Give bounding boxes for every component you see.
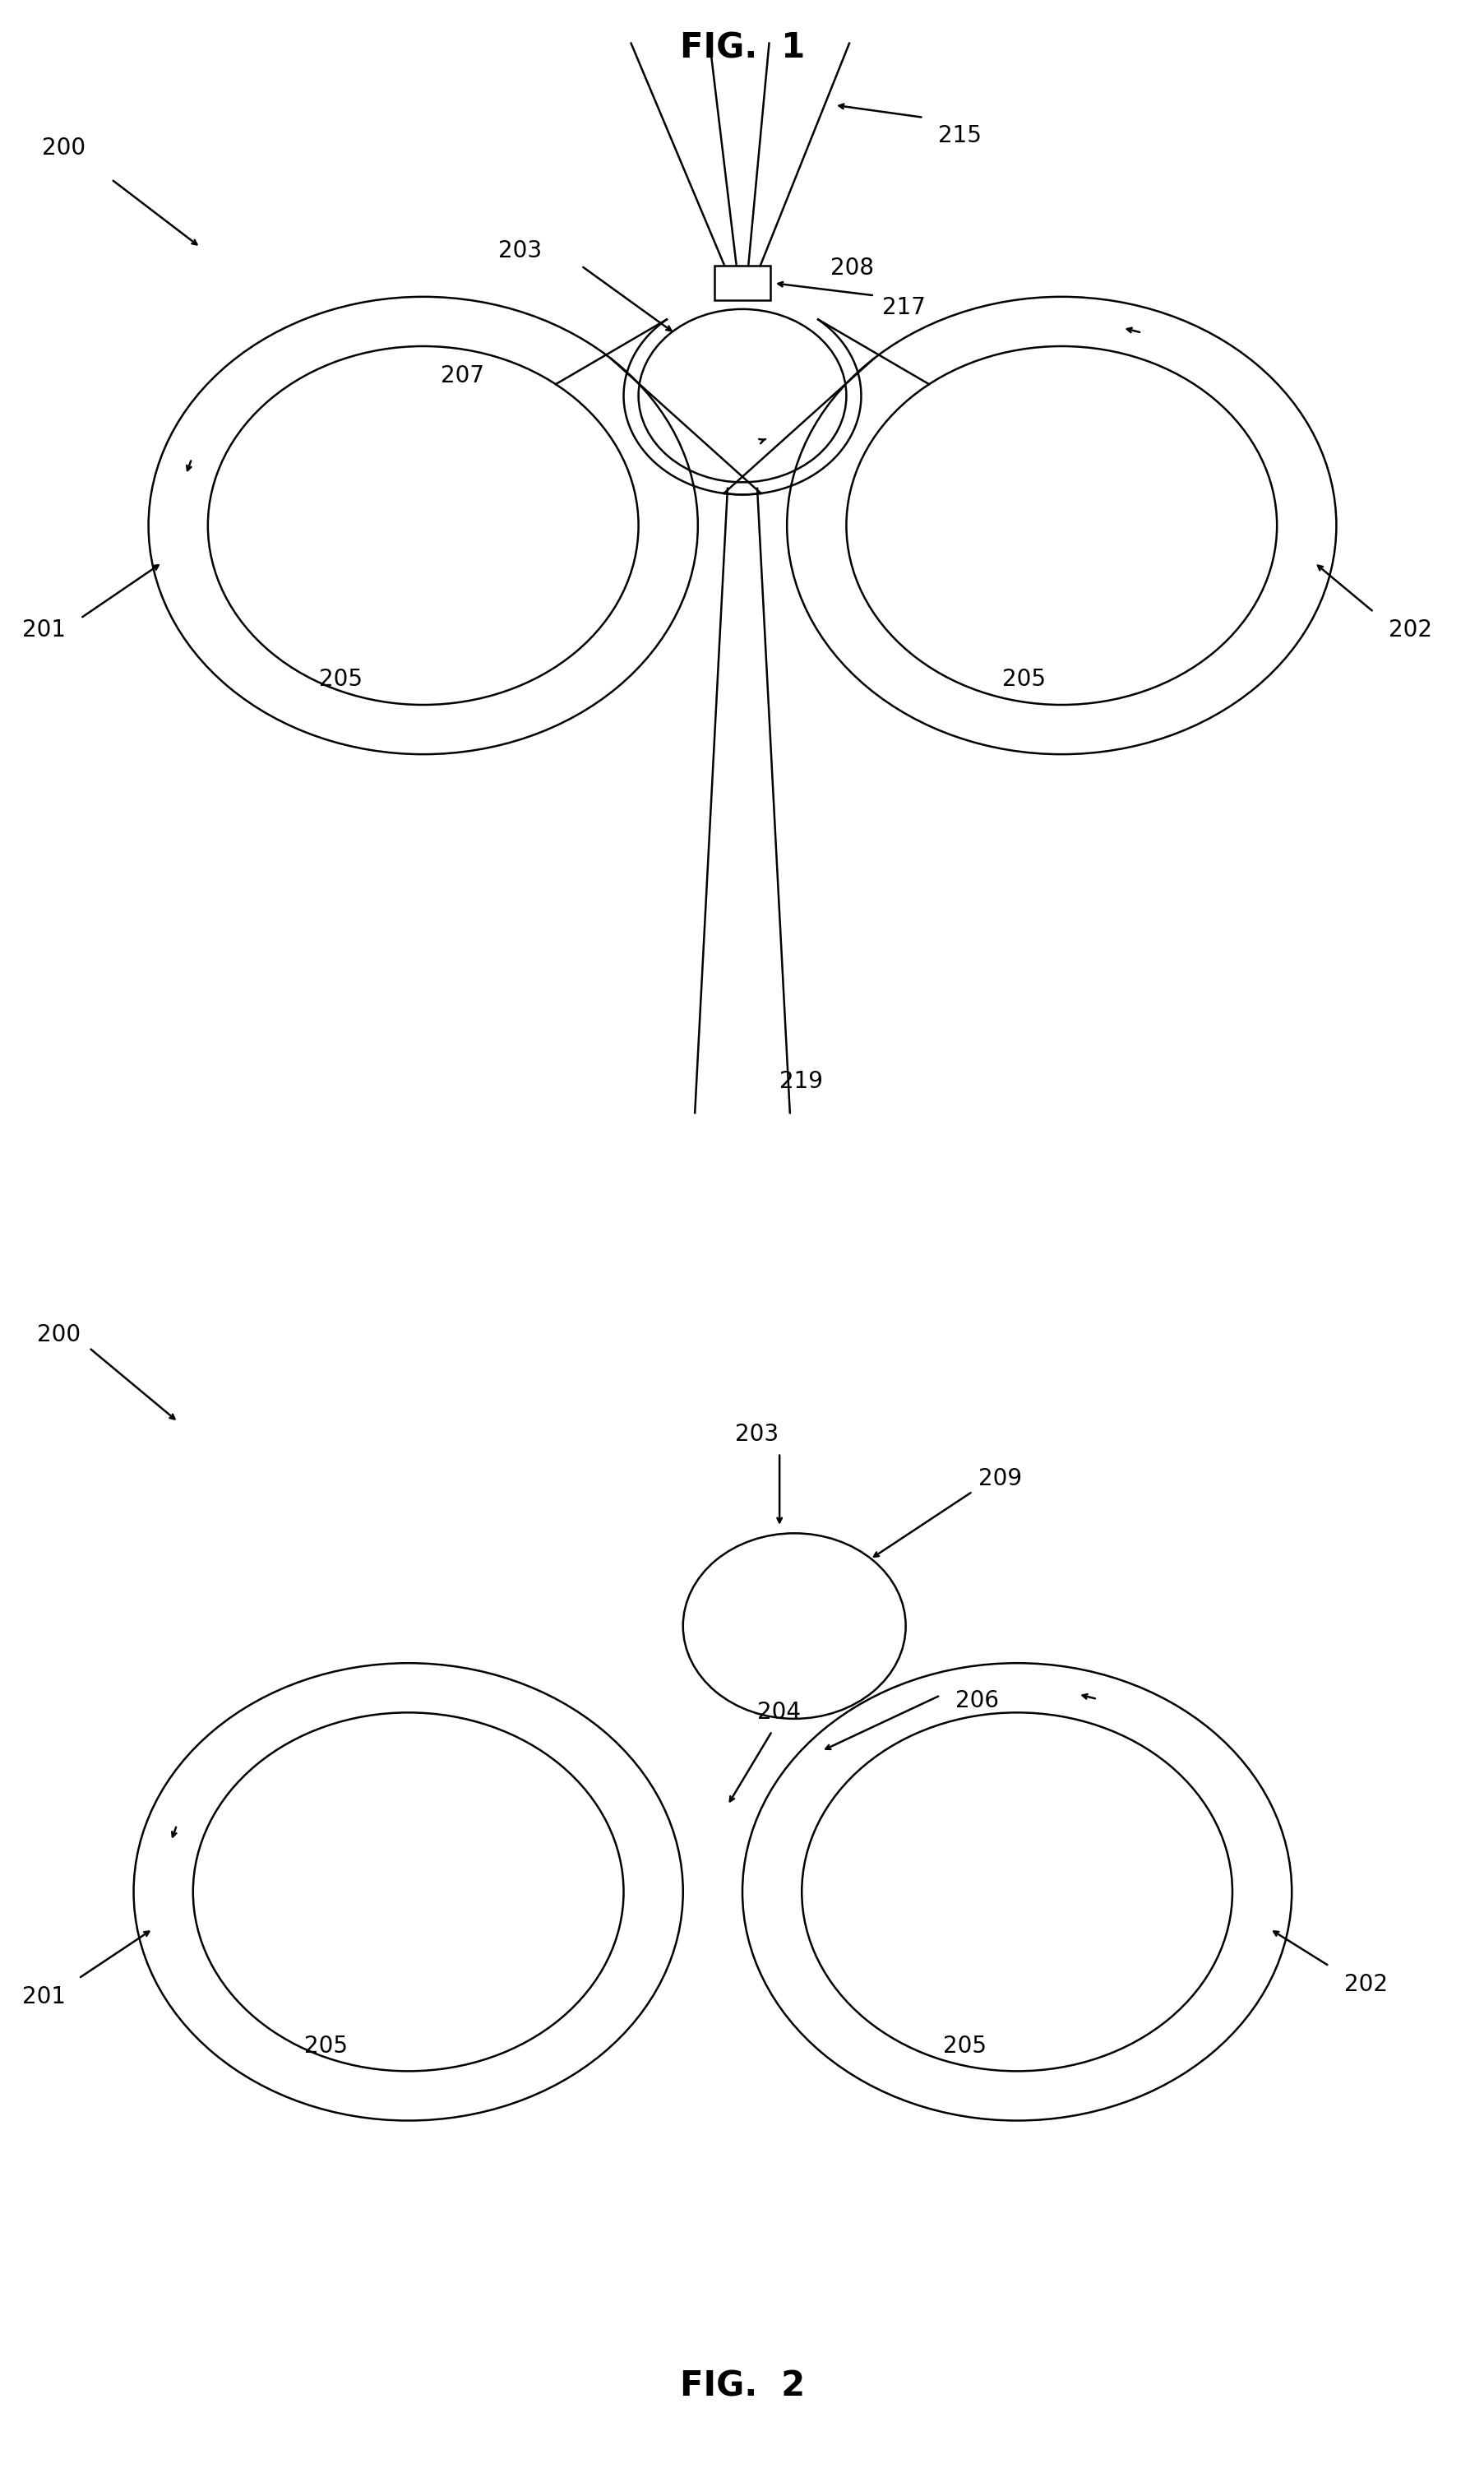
- Text: 201: 201: [22, 618, 65, 641]
- Text: 202: 202: [1343, 1973, 1388, 1996]
- Text: 203: 203: [735, 1422, 778, 1444]
- Text: 203: 203: [499, 240, 542, 262]
- Text: 208: 208: [831, 257, 874, 279]
- Bar: [714, 267, 770, 302]
- Text: FIG.  2: FIG. 2: [680, 2369, 804, 2404]
- Text: 201: 201: [22, 1986, 65, 2008]
- Text: 200: 200: [37, 1323, 80, 1345]
- Text: 209: 209: [978, 1466, 1021, 1489]
- Text: 206: 206: [954, 1689, 999, 1714]
- Text: 205: 205: [1002, 668, 1045, 690]
- Text: 207: 207: [441, 364, 484, 388]
- Text: 204: 204: [757, 1701, 800, 1724]
- Text: 217: 217: [881, 297, 925, 319]
- Text: 202: 202: [1388, 618, 1432, 641]
- Text: 200: 200: [42, 136, 85, 158]
- Text: 219: 219: [779, 1071, 822, 1093]
- Text: 205: 205: [304, 2035, 347, 2058]
- Text: 215: 215: [938, 124, 981, 146]
- Text: 205: 205: [942, 2035, 985, 2058]
- Text: FIG.  1: FIG. 1: [680, 32, 804, 64]
- Text: 205: 205: [319, 668, 362, 690]
